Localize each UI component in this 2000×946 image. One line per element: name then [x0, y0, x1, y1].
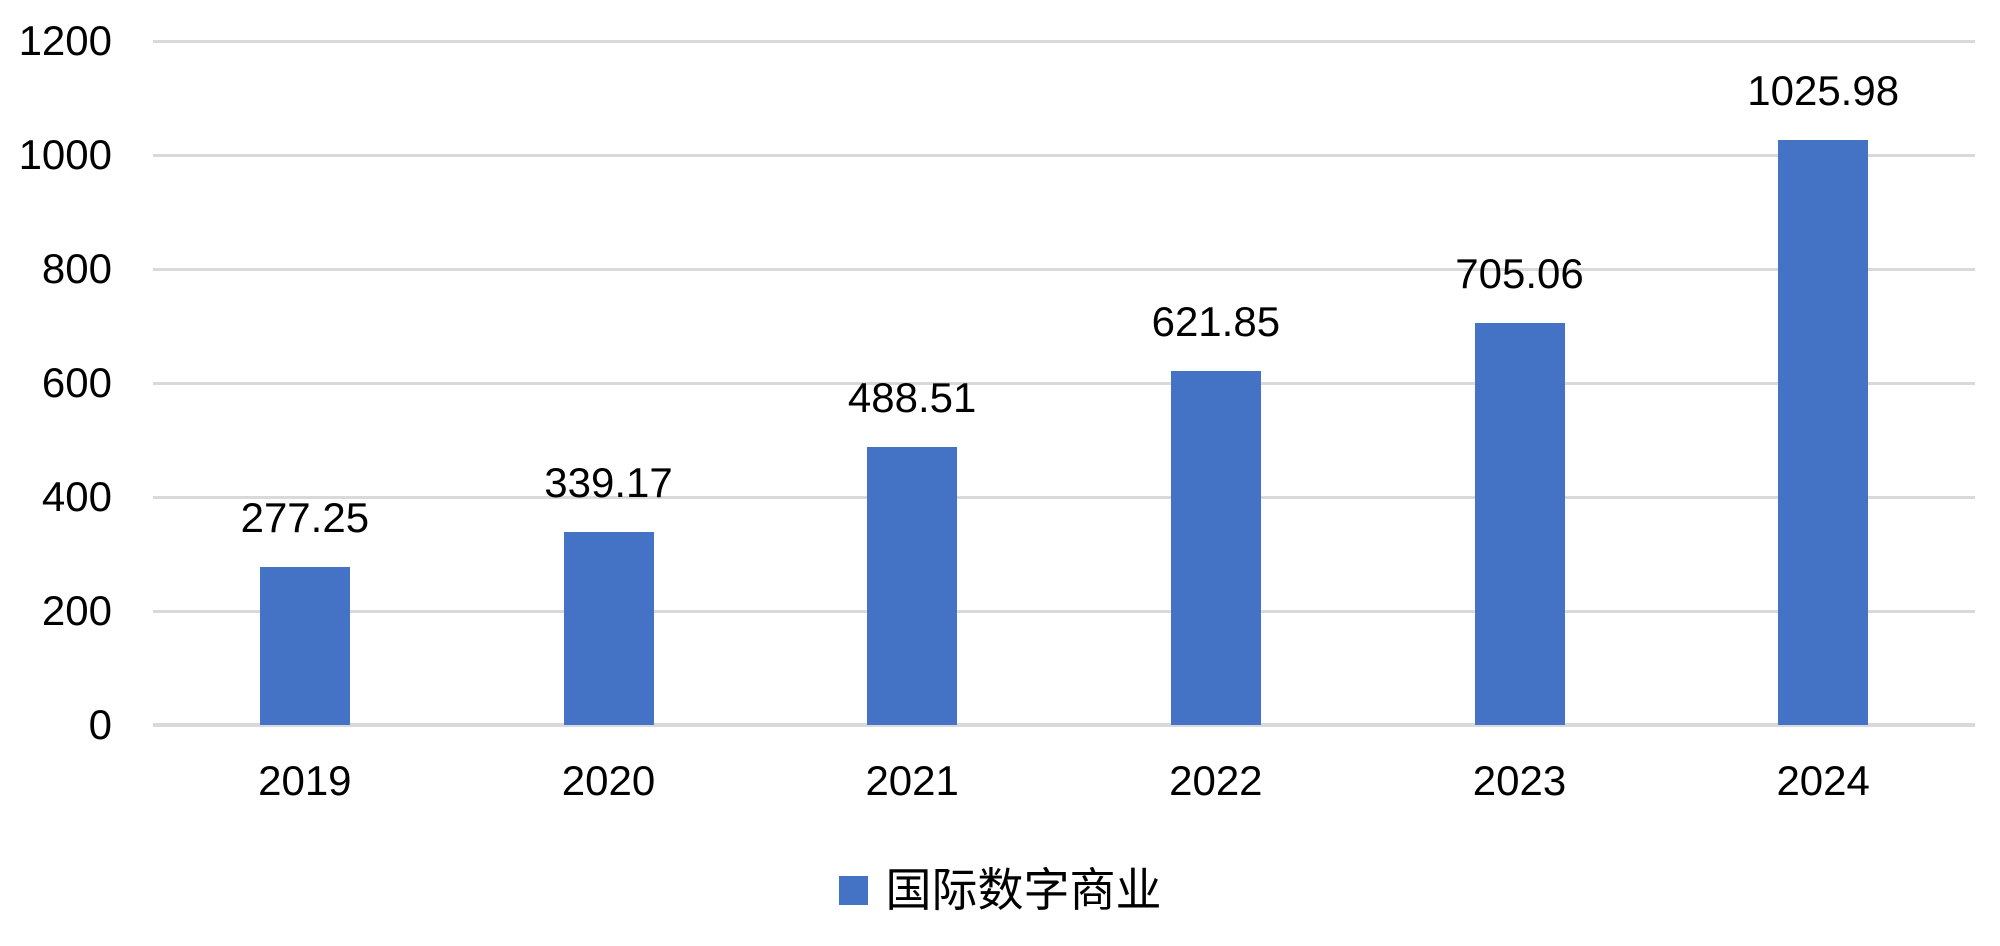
legend: 国际数字商业: [0, 858, 2000, 922]
data-label: 277.25: [240, 493, 370, 541]
data-label: 339.17: [544, 458, 673, 506]
bar-2023: [1474, 323, 1565, 725]
x-tick-label: 2021: [865, 757, 959, 804]
bar-2024: [1778, 140, 1869, 725]
data-label: 705.06: [1455, 250, 1584, 298]
gridline: [153, 495, 1975, 499]
bar-2021: [867, 446, 958, 725]
gridline: [153, 267, 1975, 271]
data-label: 621.85: [1151, 297, 1281, 345]
x-tick-label: 2019: [258, 757, 352, 804]
legend-label: 国际数字商业: [885, 863, 1162, 917]
y-tick-label: 800: [41, 245, 112, 292]
data-label: 488.51: [847, 373, 977, 421]
y-tick-label: 1000: [18, 131, 112, 178]
y-tick-label: 1200: [18, 17, 112, 64]
x-tick-label: 2020: [561, 757, 656, 804]
x-axis-line: [153, 723, 1975, 727]
legend-swatch-icon: [838, 875, 868, 905]
bar-2020: [563, 531, 654, 725]
data-label: 1025.98: [1747, 67, 1900, 115]
gridline: [153, 153, 1975, 157]
bar-2022: [1170, 370, 1261, 725]
bar-2019: [259, 566, 350, 725]
x-tick-label: 2024: [1776, 757, 1870, 804]
y-tick-label: 0: [88, 701, 112, 748]
y-tick-label: 400: [41, 473, 112, 520]
y-tick-label: 600: [41, 359, 112, 406]
x-tick-label: 2022: [1169, 757, 1263, 804]
gridline: [153, 39, 1975, 43]
gridline: [153, 381, 1975, 385]
y-tick-label: 200: [41, 587, 112, 634]
gridline: [153, 609, 1975, 613]
x-tick-label: 2023: [1472, 757, 1567, 804]
